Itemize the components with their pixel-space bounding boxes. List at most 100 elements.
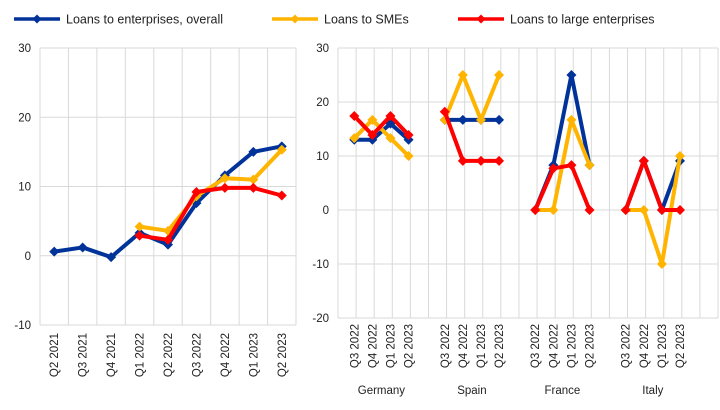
series-loans-to-large-enterprises — [439, 106, 505, 166]
series-loans-to-smes — [349, 114, 414, 161]
data-point — [494, 114, 505, 125]
series-loans-to-large-enterprises — [349, 111, 414, 140]
series-line — [442, 111, 500, 163]
data-point — [530, 205, 541, 215]
data-point — [439, 106, 450, 117]
data-point — [566, 70, 577, 80]
right-xtick-label: Q1 2023 — [566, 324, 578, 368]
legend: Loans to enterprises, overall Loans to SM… — [14, 13, 655, 27]
data-point — [548, 205, 559, 215]
data-point — [548, 163, 559, 174]
left-data-point — [106, 252, 117, 263]
data-point — [675, 151, 685, 161]
series-line — [623, 158, 680, 212]
data-point — [494, 155, 505, 166]
group-france: Q3 2022 Q4 2022 Q1 2023 Q2 2023 France — [530, 70, 597, 397]
data-point — [620, 205, 631, 215]
left-xtick-label: Q2 2023 — [277, 333, 289, 377]
data-point — [457, 70, 468, 80]
left-data-point — [163, 234, 173, 245]
series-loans-to-large-enterprises — [530, 160, 595, 215]
data-point — [656, 259, 667, 269]
right-ytick-label: 0 — [323, 205, 329, 217]
left-data-point — [77, 242, 88, 253]
left-data-point — [134, 230, 145, 241]
data-point — [475, 114, 486, 125]
group-label-germany: Germany — [358, 385, 406, 397]
series-loans-to-large-enterprises — [620, 155, 685, 215]
right-xtick-label: Q3 2022 — [621, 324, 633, 368]
left-xtick-label: Q2 2021 — [49, 333, 61, 377]
series-line — [442, 73, 501, 122]
series-line — [352, 114, 411, 137]
left-xtick-label: Q1 2022 — [135, 333, 147, 377]
data-point — [584, 160, 595, 171]
data-point — [656, 205, 667, 215]
right-ytick-label: 30 — [316, 43, 329, 55]
data-point — [457, 114, 468, 125]
left-xtick-label: Q4 2021 — [106, 333, 118, 377]
legend-marker-loans-to-large-enterprises — [476, 14, 486, 24]
left-data-point — [191, 187, 202, 198]
data-point — [638, 155, 649, 166]
left-ytick-label: 30 — [18, 43, 31, 55]
group-spain: Q3 2022 Q4 2022 Q1 2023 Q2 2023 Spain — [439, 70, 506, 397]
data-point — [566, 114, 577, 125]
left-xtick-label: Q1 2023 — [248, 333, 260, 377]
right-chart-panel: -20 -10 0 10 20 30 Q3 2022 Q4 2022 Q1 2023 Q2 202… — [312, 43, 719, 397]
left-data-point — [276, 190, 287, 201]
left-data-point — [248, 146, 259, 157]
series-line — [352, 117, 410, 158]
left-series-line — [139, 148, 284, 233]
group-label-spain: Spain — [457, 385, 486, 397]
legend-label: Loans to SMEs — [324, 13, 409, 27]
series-line — [533, 163, 592, 211]
left-data-point — [134, 221, 145, 232]
group-germany: Q3 2022 Q4 2022 Q1 2023 Q2 2023 Germany — [349, 111, 416, 397]
left-chart-panel: -10 0 10 20 30 Q2 2021 Q3 2021 Q4 2021 Q1 2022 Q2… — [14, 43, 297, 377]
group-italy: Q3 2022 Q4 2022 Q1 2023 Q2 2023 Italy — [620, 151, 687, 397]
data-point — [584, 205, 595, 215]
data-point — [367, 129, 378, 140]
data-point — [385, 111, 396, 122]
data-point — [675, 205, 685, 215]
right-xtick-label: Q4 2022 — [367, 324, 379, 368]
right-xtick-label: Q2 2023 — [585, 324, 597, 368]
left-xtick-label: Q3 2022 — [191, 333, 203, 377]
group-label-italy: Italy — [642, 385, 663, 397]
left-xtick-label: Q4 2022 — [220, 333, 232, 377]
data-point — [349, 111, 360, 122]
right-xtick-label: Q3 2022 — [440, 324, 452, 368]
legend-label: Loans to enterprises, overall — [66, 13, 223, 27]
legend-marker-loans-to-smes — [290, 14, 300, 24]
data-point — [457, 155, 468, 166]
left-xtick-label: Q2 2022 — [163, 333, 175, 377]
legend-label: Loans to large enterprises — [510, 13, 655, 27]
data-point — [385, 133, 396, 144]
left-ytick-label: 20 — [18, 112, 31, 124]
left-ytick-label: 0 — [25, 251, 31, 263]
right-ytick-label: 10 — [316, 151, 329, 163]
right-xtick-label: Q4 2022 — [639, 324, 651, 368]
right-xtick-label: Q3 2022 — [530, 324, 542, 368]
data-point — [367, 114, 378, 125]
right-xtick-label: Q1 2023 — [385, 324, 397, 368]
right-xtick-label: Q4 2022 — [548, 324, 560, 368]
legend-marker-loans-to-enterprises-overall — [32, 14, 42, 24]
right-xtick-label: Q3 2022 — [349, 324, 361, 368]
left-series-loans-to-large-enterprises — [134, 182, 287, 245]
left-ytick-label: -10 — [14, 320, 31, 332]
right-xtick-label: Q1 2023 — [657, 324, 669, 368]
left-series-line — [139, 185, 283, 242]
left-data-point — [49, 246, 60, 257]
left-data-point — [219, 173, 230, 184]
right-xtick-label: Q1 2023 — [476, 324, 488, 368]
left-data-point — [248, 174, 259, 185]
series-loans-to-smes — [439, 70, 505, 125]
right-xtick-label: Q2 2023 — [494, 324, 506, 368]
data-point — [638, 205, 649, 215]
data-point — [475, 155, 486, 166]
data-point — [566, 160, 577, 171]
